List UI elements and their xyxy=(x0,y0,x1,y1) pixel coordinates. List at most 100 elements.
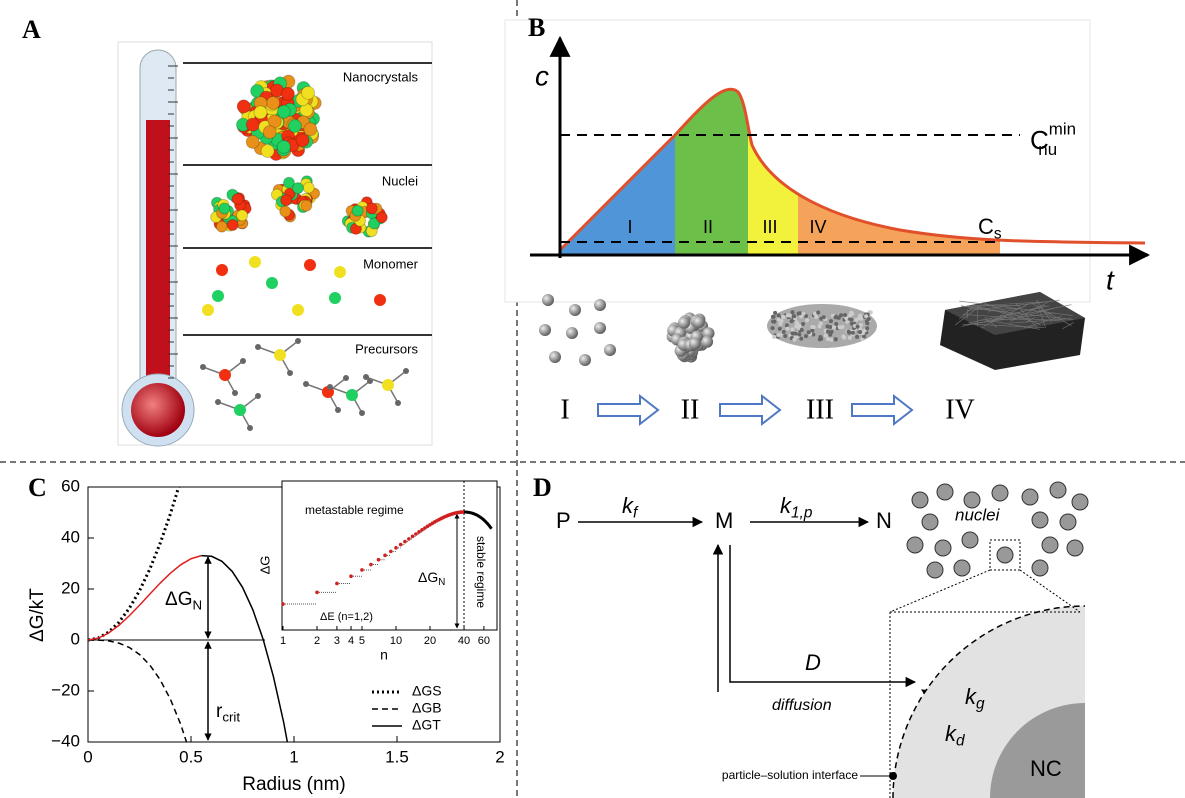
atom xyxy=(246,135,259,148)
cluster-point xyxy=(403,540,407,544)
grain xyxy=(798,311,802,315)
cluster-point xyxy=(349,574,353,578)
monomer xyxy=(374,294,386,306)
grain xyxy=(800,328,804,332)
grain xyxy=(810,325,814,329)
inset-tick-label: 3 xyxy=(334,635,340,647)
ligand xyxy=(403,368,409,374)
nucleus-dot xyxy=(997,547,1013,563)
rate-label-sub: f xyxy=(633,505,639,522)
grain xyxy=(826,330,830,334)
thermometer-bulb xyxy=(131,383,185,437)
nucleus xyxy=(689,338,701,350)
grain xyxy=(849,318,853,322)
stage-label: Nuclei xyxy=(382,173,418,188)
x-axis-label: Radius (nm) xyxy=(242,774,345,795)
grain xyxy=(855,335,859,339)
radius-label: rcrit xyxy=(216,701,240,724)
rate-label-sub: g xyxy=(976,696,985,713)
monomer xyxy=(594,322,606,334)
y-tick-label: 60 xyxy=(61,476,80,495)
barrier-label-sub: N xyxy=(192,597,202,612)
nucleus xyxy=(701,336,713,348)
panel-label: D xyxy=(533,473,552,502)
grain xyxy=(829,319,833,323)
grain xyxy=(777,318,781,322)
y-tick-label: 40 xyxy=(61,527,80,546)
cluster-point xyxy=(389,550,393,554)
y-tick-label: −20 xyxy=(51,680,80,699)
monomer xyxy=(594,299,606,311)
y-tick-label: 20 xyxy=(61,578,80,597)
cluster-point xyxy=(417,530,421,534)
inset-tick-label: 10 xyxy=(390,635,402,647)
grain xyxy=(828,325,832,329)
axis-label: t xyxy=(1106,264,1115,295)
nucleus-dot xyxy=(935,540,951,556)
panel-label: B xyxy=(528,13,545,42)
atom xyxy=(232,194,243,205)
nucleus-dot xyxy=(1060,514,1076,530)
grain xyxy=(799,337,803,341)
grain xyxy=(791,331,795,335)
page: ABCDNanocrystalsNucleiMonomerPrecursorsc… xyxy=(0,0,1185,798)
panel-label: A xyxy=(22,15,41,44)
monomer xyxy=(539,324,551,336)
curve xyxy=(88,480,181,640)
grain xyxy=(790,319,794,323)
x-tick-label: 1 xyxy=(289,747,298,766)
grain xyxy=(795,320,799,324)
thermometer-fluid xyxy=(146,120,170,405)
rate-label-sub: d xyxy=(956,733,965,750)
species: M xyxy=(715,508,733,533)
nucleus-dot xyxy=(1067,540,1083,556)
monomer xyxy=(216,264,228,276)
grain xyxy=(817,324,821,328)
y-axis-label: ΔG/kT xyxy=(27,588,48,642)
inset-title: metastable regime xyxy=(305,503,404,517)
cluster-point xyxy=(335,582,339,586)
grain xyxy=(782,330,786,334)
saturation-label-base: C xyxy=(978,214,994,239)
nucleus-dot xyxy=(1032,512,1048,528)
nuclei-label: nuclei xyxy=(955,505,1001,524)
atom xyxy=(292,183,303,194)
nucleus-dot xyxy=(912,492,928,508)
monomer xyxy=(292,304,304,316)
nuclei-dots xyxy=(907,482,1088,578)
x-tick-label: 0.5 xyxy=(179,747,203,766)
grain xyxy=(818,335,822,339)
grain xyxy=(776,333,780,337)
grain xyxy=(773,311,777,315)
ligand xyxy=(295,338,301,344)
interface-point xyxy=(889,772,897,780)
step-label: II xyxy=(681,394,700,425)
inset-tick-label: 40 xyxy=(458,635,470,647)
monomer xyxy=(212,290,224,302)
atom xyxy=(302,86,315,99)
atom xyxy=(303,182,314,193)
grain xyxy=(792,314,796,318)
y-tick-label: −40 xyxy=(51,731,80,750)
cluster-point xyxy=(407,537,411,541)
threshold-label-sub: nu xyxy=(1038,141,1057,160)
monomer xyxy=(266,277,278,289)
species: P xyxy=(556,508,571,533)
grain xyxy=(783,334,787,338)
grain xyxy=(859,323,863,327)
inset-x-label: n xyxy=(380,647,388,663)
cluster-point xyxy=(377,558,381,562)
grain xyxy=(834,337,838,341)
atom xyxy=(261,145,274,158)
x-tick-label: 0 xyxy=(83,747,92,766)
precursor xyxy=(274,349,286,361)
grain xyxy=(786,327,790,331)
inset-tick-label: 5 xyxy=(359,635,365,647)
nucleus-dot xyxy=(1072,494,1088,510)
nucleus-dot xyxy=(954,560,970,576)
nucleus-dot xyxy=(1050,482,1066,498)
curve xyxy=(88,640,191,756)
grain xyxy=(834,322,838,326)
atom xyxy=(280,206,291,217)
grain xyxy=(804,334,808,338)
